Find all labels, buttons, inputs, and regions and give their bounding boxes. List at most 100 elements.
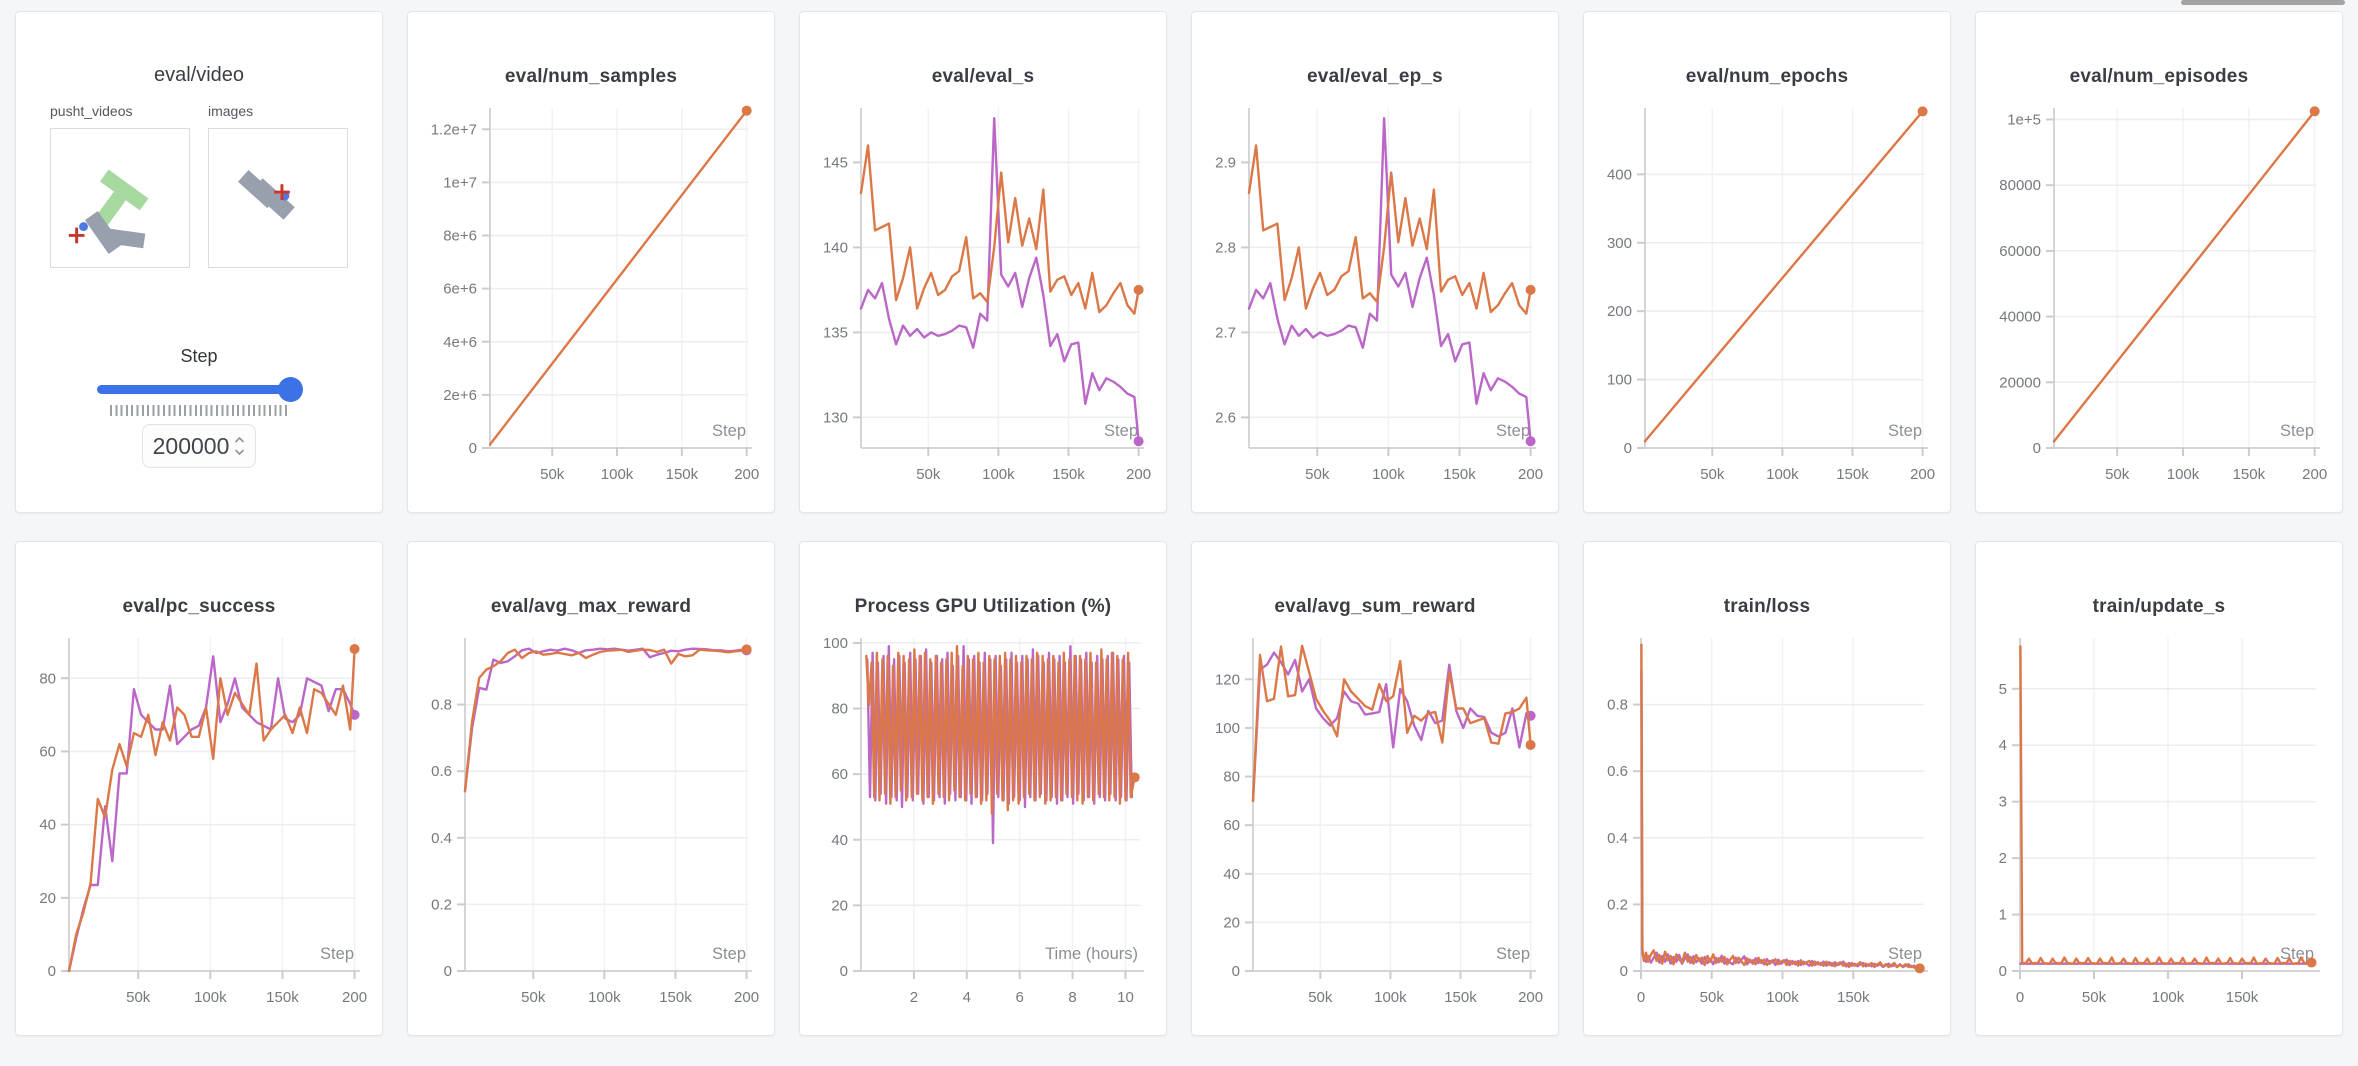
panel-eval-avg-max-reward[interactable]: eval/avg_max_reward 0 0.2 0.4 0.6 0.8 50k 100k 1… [407,541,775,1036]
svg-text:80: 80 [1223,769,1240,786]
chart-plot-area[interactable]: 0 20 40 60 80 100 2 4 6 8 10 Time (hours) [802,628,1160,1027]
svg-text:150k: 150k [266,989,299,1006]
svg-text:400: 400 [1607,166,1632,183]
chart-title: eval/avg_max_reward [490,596,692,617]
chart-plot-area[interactable]: 0 20 40 60 80 50k 100k 150k 200 Step [18,628,376,1027]
svg-text:0: 0 [2016,989,2024,1006]
media-panel-title: eval/video [153,64,245,86]
panel-eval-video[interactable]: eval/video pusht_videos [15,11,383,513]
chart-title: eval/avg_sum_reward [1274,596,1476,617]
chart-title: eval/eval_ep_s [1307,66,1443,87]
step-slider[interactable] [96,377,303,402]
chart-title: eval/num_episodes [2069,66,2249,87]
stepper-chevrons-icon [235,436,245,456]
panel-eval-num-episodes[interactable]: eval/num_episodes 0 20000 40000 60000 80000 1e… [1975,11,2343,513]
svg-text:50k: 50k [2105,466,2130,483]
pusht-scene-image [68,169,149,254]
svg-text:80: 80 [831,701,848,718]
svg-text:150k: 150k [666,466,699,483]
chart-title: eval/eval_s [931,66,1035,87]
svg-text:150k: 150k [2233,466,2266,483]
svg-text:8: 8 [1068,989,1076,1006]
images-scene-image [237,170,295,220]
svg-text:0: 0 [840,963,848,980]
chart-plot-area[interactable]: 0 100 200 300 400 50k 100k 150k 200 Step [1586,98,1944,504]
chart-plot-area[interactable]: 0 0.2 0.4 0.6 0.8 50k 100k 150k 200 Step [410,628,768,1027]
videos-key-label: pusht_videos [50,103,133,119]
panel-grid: eval/video pusht_videos [15,11,2343,1036]
svg-text:40: 40 [1223,866,1240,883]
svg-text:4e+6: 4e+6 [443,334,477,351]
svg-text:200: 200 [1518,466,1543,483]
chart-plot-area[interactable]: 0 20000 40000 60000 80000 1e+5 50k 100k 150k 200 S… [1978,98,2336,504]
svg-text:Step: Step [1496,422,1530,440]
svg-text:10: 10 [1117,989,1134,1006]
svg-text:200: 200 [1607,303,1632,320]
svg-text:Step: Step [320,945,354,963]
svg-text:5: 5 [1999,681,2007,698]
svg-text:2.8: 2.8 [1215,239,1236,256]
svg-text:0.8: 0.8 [431,697,452,714]
svg-text:150k: 150k [1837,989,1870,1006]
svg-text:2: 2 [1999,850,2007,867]
svg-text:150k: 150k [1836,466,1869,483]
images-thumbnail[interactable] [208,128,348,268]
svg-text:145: 145 [823,154,848,171]
step-slider-ruler [110,405,288,416]
chart-plot-area[interactable]: 130 135 140 145 50k 100k 150k 200 Step [802,98,1160,504]
svg-text:8e+6: 8e+6 [443,228,477,245]
chart-plot-area[interactable]: 0 20 40 60 80 100 120 50k 100k 150k 200 Step [1194,628,1552,1027]
svg-text:0.6: 0.6 [431,763,452,780]
svg-text:50k: 50k [2082,989,2107,1006]
panel-eval-eval-ep-s[interactable]: eval/eval_ep_s 2.6 2.7 2.8 2.9 50k 100k 150k 200… [1191,11,1559,513]
svg-text:100k: 100k [1374,989,1407,1006]
svg-text:0: 0 [2033,440,2041,457]
svg-text:4: 4 [1999,737,2007,754]
svg-text:60000: 60000 [1999,243,2041,260]
chart-plot-area[interactable]: 0 1 2 3 4 5 0 50k 100k 150k Step [1978,628,2336,1027]
chart-plot-area[interactable]: 0 0.2 0.4 0.6 0.8 0 50k 100k 150k Step [1586,628,1944,1027]
svg-text:2: 2 [910,989,918,1006]
panel-train-loss[interactable]: train/loss 0 0.2 0.4 0.6 0.8 0 50k 100k 150k Step [1583,541,1951,1036]
svg-text:50k: 50k [126,989,151,1006]
horizontal-scrollbar-thumb[interactable] [2181,0,2345,5]
svg-text:120: 120 [1215,671,1240,688]
svg-text:50k: 50k [521,989,546,1006]
panel-eval-num-epochs[interactable]: eval/num_epochs 0 100 200 300 400 50k 100k 150k 2… [1583,11,1951,513]
svg-text:40: 40 [831,832,848,849]
panel-eval-eval-s[interactable]: eval/eval_s 130 135 140 145 50k 100k 150k 200 Ste… [799,11,1167,513]
svg-text:1: 1 [1999,907,2007,924]
step-input-value: 200000 [152,432,230,459]
svg-text:2.6: 2.6 [1215,409,1236,426]
svg-text:50k: 50k [1305,466,1330,483]
step-slider-thumb[interactable] [277,377,303,402]
chart-plot-area[interactable]: 2.6 2.7 2.8 2.9 50k 100k 150k 200 Step [1194,98,1552,504]
svg-text:200: 200 [1126,466,1151,483]
svg-text:100k: 100k [1372,466,1405,483]
media-thumbnails-row: pusht_videos [50,103,348,268]
svg-text:40000: 40000 [1999,309,2041,326]
panel-eval-num-samples[interactable]: eval/num_samples 0 2e+6 4e+6 6e+6 8e+6 1e+7 1.2… [407,11,775,513]
panel-eval-avg-sum-reward[interactable]: eval/avg_sum_reward 0 20 40 60 80 100 120 50k 100… [1191,541,1559,1036]
goal-cross-icon [274,184,290,200]
svg-text:130: 130 [823,409,848,426]
step-input-stepper[interactable] [234,435,245,457]
panel-train-update-s[interactable]: train/update_s 0 1 2 3 4 5 0 50k 100k 150k Step [1975,541,2343,1036]
chart-plot-area[interactable]: 0 2e+6 4e+6 6e+6 8e+6 1e+7 1.2e+7 50k 100k 150k 20… [410,98,768,504]
svg-text:0.6: 0.6 [1607,763,1628,780]
svg-text:100k: 100k [601,466,634,483]
svg-text:0: 0 [1624,440,1632,457]
step-slider-track[interactable] [96,385,302,394]
svg-text:0: 0 [1999,963,2007,980]
svg-text:Step: Step [712,945,746,963]
svg-text:150k: 150k [1444,989,1477,1006]
svg-text:100k: 100k [1766,466,1799,483]
pusht-video-thumbnail[interactable] [50,128,190,268]
panel-eval-pc-success[interactable]: eval/pc_success 0 20 40 60 80 50k 100k 150k 200 St… [15,541,383,1036]
panel-process-gpu-utilization[interactable]: Process GPU Utilization (%) 0 20 40 60 80 100 2… [799,541,1167,1036]
chart-title: eval/num_samples [504,66,678,87]
step-input[interactable]: 200000 [142,424,256,468]
svg-text:140: 140 [823,239,848,256]
svg-text:2.7: 2.7 [1215,324,1236,341]
svg-text:Time (hours): Time (hours) [1045,945,1138,963]
